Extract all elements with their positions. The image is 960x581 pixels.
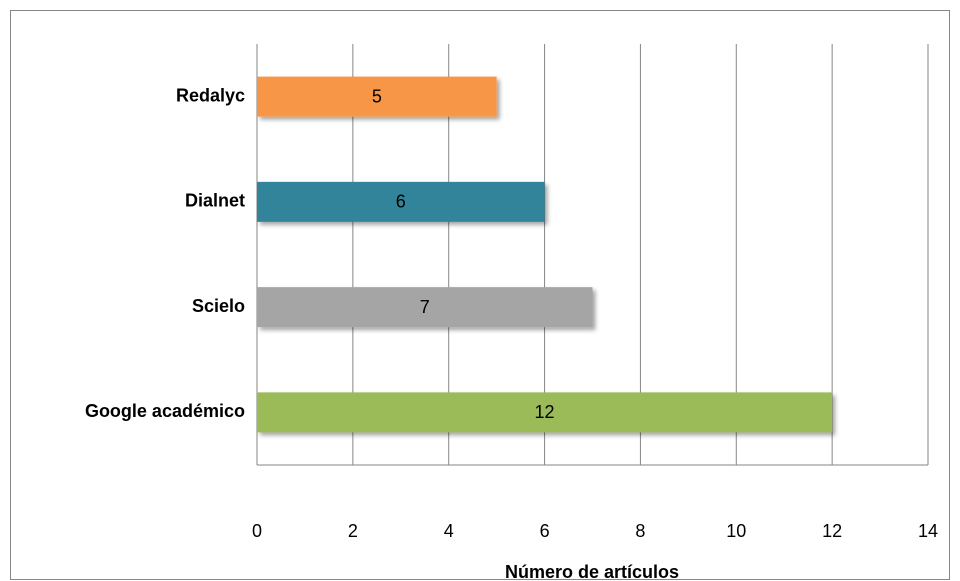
x-tick-label: 6 (540, 521, 550, 541)
x-tick-label: 14 (918, 521, 938, 541)
data-label: 5 (372, 86, 382, 106)
x-tick-label: 8 (635, 521, 645, 541)
data-label: 12 (535, 402, 555, 422)
bar (257, 76, 497, 117)
x-axis-title: Número de artículos (505, 562, 679, 581)
y-tick-label: Redalyc (176, 85, 245, 105)
y-tick-label: Google académico (85, 401, 245, 421)
bar (257, 181, 545, 222)
x-tick-label: 2 (348, 521, 358, 541)
x-tick-label: 10 (726, 521, 746, 541)
y-tick-label: Scielo (192, 296, 245, 316)
data-label: 6 (396, 192, 406, 212)
data-label: 7 (420, 297, 430, 317)
bar (257, 392, 833, 433)
x-tick-label: 0 (252, 521, 262, 541)
x-tick-label: 12 (822, 521, 842, 541)
y-tick-label: Dialnet (185, 191, 245, 211)
x-tick-label: 4 (444, 521, 454, 541)
bar (257, 287, 593, 328)
